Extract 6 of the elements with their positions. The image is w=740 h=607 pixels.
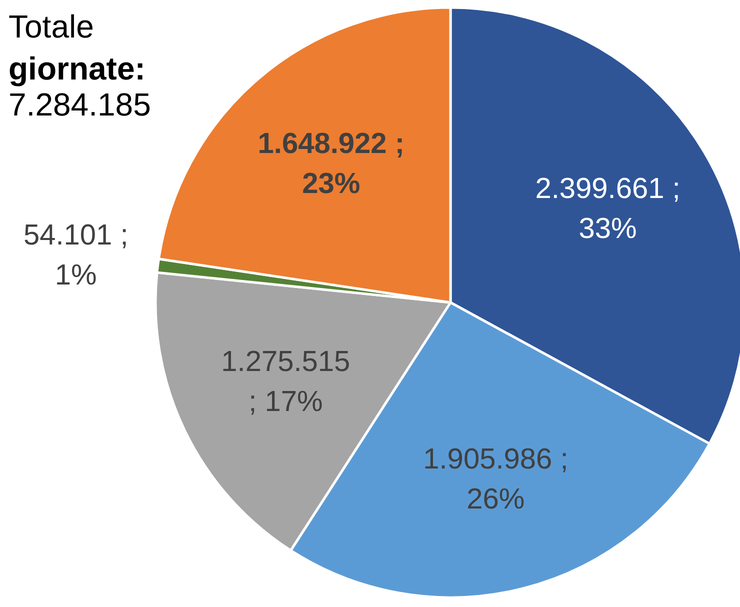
data-label: 1.648.922 ; 23% xyxy=(258,128,404,200)
data-label: 54.101 ; 1% xyxy=(23,219,128,292)
data-label: 1.905.986 ; 26% xyxy=(423,444,568,516)
data-label: 2.399.661 ; 33% xyxy=(535,173,680,246)
text: Totale giornate: 7.284.185 xyxy=(8,8,151,122)
data-label: 1.275.515 ; 17% xyxy=(221,346,350,418)
